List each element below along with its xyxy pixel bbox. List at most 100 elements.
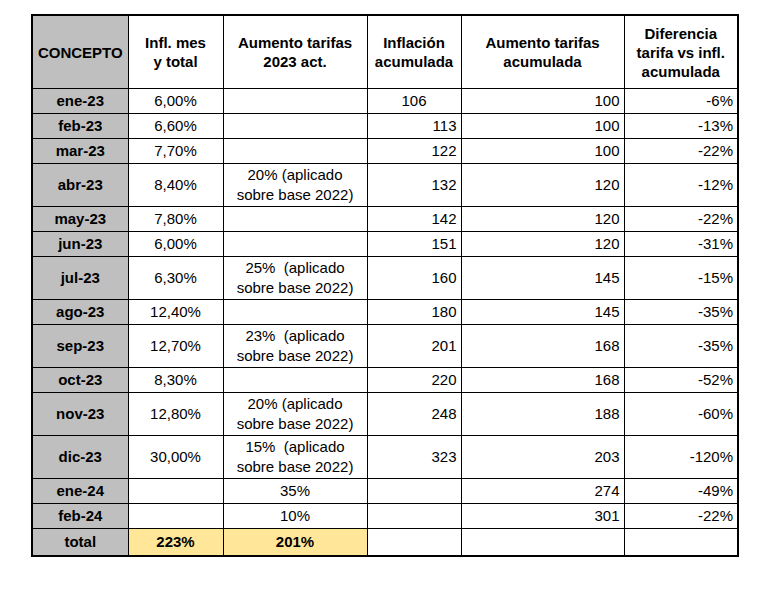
cell-diferencia-tarifa-vs-inflacion: -15% bbox=[624, 257, 738, 300]
cell-aumento-tarifas-acumulada: 120 bbox=[461, 164, 624, 207]
header-row: CONCEPTOInfl. mes y totalAumento tarifas… bbox=[32, 15, 738, 89]
cell-aumento-tarifas-2023 bbox=[223, 139, 367, 164]
cell-concepto: nov-23 bbox=[32, 393, 128, 436]
cell-inflacion-acumulada bbox=[367, 504, 461, 529]
cell-inflacion-acumulada bbox=[367, 479, 461, 504]
cell-diferencia-tarifa-vs-inflacion: -35% bbox=[624, 300, 738, 325]
cell-concepto: mar-23 bbox=[32, 139, 128, 164]
cell-inflacion-acumulada: 248 bbox=[367, 393, 461, 436]
cell-aumento-tarifas-2023: 20% (aplicado sobre base 2022) bbox=[223, 164, 367, 207]
column-header-inflacion-acumulada: Inflación acumulada bbox=[367, 15, 461, 89]
cell-aumento-tarifas-acumulada: 274 bbox=[461, 479, 624, 504]
total-row: total223%201% bbox=[32, 529, 738, 557]
cell-diferencia-tarifa-vs-inflacion: -35% bbox=[624, 325, 738, 368]
column-header-concepto: CONCEPTO bbox=[32, 15, 128, 89]
cell-concepto: ago-23 bbox=[32, 300, 128, 325]
cell-diferencia-tarifa-vs-inflacion: -22% bbox=[624, 207, 738, 232]
cell-aumento-tarifas-acumulada: 120 bbox=[461, 207, 624, 232]
cell-concepto: may-23 bbox=[32, 207, 128, 232]
cell-infl-mes-y-total: 223% bbox=[128, 529, 223, 557]
spreadsheet-page: CONCEPTOInfl. mes y totalAumento tarifas… bbox=[0, 0, 762, 602]
cell-infl-mes-y-total: 6,00% bbox=[128, 89, 223, 114]
cell-aumento-tarifas-acumulada: 120 bbox=[461, 232, 624, 257]
cell-diferencia-tarifa-vs-inflacion bbox=[624, 529, 738, 557]
cell-infl-mes-y-total: 7,70% bbox=[128, 139, 223, 164]
cell-inflacion-acumulada bbox=[367, 529, 461, 557]
cell-concepto: dic-23 bbox=[32, 436, 128, 479]
table-row-dic-23: dic-2330,00%15% (aplicado sobre base 202… bbox=[32, 436, 738, 479]
cell-inflacion-acumulada: 122 bbox=[367, 139, 461, 164]
table-row-may-23: may-237,80%142120-22% bbox=[32, 207, 738, 232]
table-body: ene-236,00% 106100-6%feb-236,60% 113100-13… bbox=[32, 89, 738, 557]
cell-aumento-tarifas-acumulada: 301 bbox=[461, 504, 624, 529]
cell-aumento-tarifas-acumulada bbox=[461, 529, 624, 557]
cell-aumento-tarifas-2023: 20% (aplicado sobre base 2022) bbox=[223, 393, 367, 436]
cell-aumento-tarifas-2023 bbox=[223, 300, 367, 325]
cell-diferencia-tarifa-vs-inflacion: -52% bbox=[624, 368, 738, 393]
cell-aumento-tarifas-2023 bbox=[223, 114, 367, 139]
cell-concepto: feb-24 bbox=[32, 504, 128, 529]
table-row-oct-23: oct-238,30% 220168-52% bbox=[32, 368, 738, 393]
cell-aumento-tarifas-acumulada: 168 bbox=[461, 368, 624, 393]
cell-concepto: jun-23 bbox=[32, 232, 128, 257]
cell-aumento-tarifas-acumulada: 100 bbox=[461, 114, 624, 139]
cell-aumento-tarifas-2023: 15% (aplicado sobre base 2022) bbox=[223, 436, 367, 479]
cell-inflacion-acumulada: 323 bbox=[367, 436, 461, 479]
cell-diferencia-tarifa-vs-inflacion: -49% bbox=[624, 479, 738, 504]
tariff-vs-inflation-table: CONCEPTOInfl. mes y totalAumento tarifas… bbox=[31, 14, 739, 557]
cell-inflacion-acumulada: 220 bbox=[367, 368, 461, 393]
cell-aumento-tarifas-2023: 201% bbox=[223, 529, 367, 557]
table-row-sep-23: sep-2312,70%23% (aplicado sobre base 202… bbox=[32, 325, 738, 368]
cell-concepto: oct-23 bbox=[32, 368, 128, 393]
cell-inflacion-acumulada: 201 bbox=[367, 325, 461, 368]
cell-diferencia-tarifa-vs-inflacion: -13% bbox=[624, 114, 738, 139]
cell-infl-mes-y-total bbox=[128, 504, 223, 529]
cell-aumento-tarifas-acumulada: 145 bbox=[461, 257, 624, 300]
cell-aumento-tarifas-2023 bbox=[223, 89, 367, 114]
table-row-feb-23: feb-236,60% 113100-13% bbox=[32, 114, 738, 139]
column-header-aumento-tarifas-2023: Aumento tarifas 2023 act. bbox=[223, 15, 367, 89]
cell-concepto: ene-24 bbox=[32, 479, 128, 504]
cell-infl-mes-y-total bbox=[128, 479, 223, 504]
cell-infl-mes-y-total: 6,60% bbox=[128, 114, 223, 139]
table-header: CONCEPTOInfl. mes y totalAumento tarifas… bbox=[32, 15, 738, 89]
cell-aumento-tarifas-acumulada: 145 bbox=[461, 300, 624, 325]
cell-diferencia-tarifa-vs-inflacion: -31% bbox=[624, 232, 738, 257]
cell-aumento-tarifas-2023: 23% (aplicado sobre base 2022) bbox=[223, 325, 367, 368]
cell-inflacion-acumulada: 180 bbox=[367, 300, 461, 325]
cell-infl-mes-y-total: 8,30% bbox=[128, 368, 223, 393]
cell-infl-mes-y-total: 7,80% bbox=[128, 207, 223, 232]
cell-concepto: total bbox=[32, 529, 128, 557]
table-row-abr-23: abr-238,40%20% (aplicado sobre base 2022… bbox=[32, 164, 738, 207]
cell-aumento-tarifas-2023: 25% (aplicado sobre base 2022) bbox=[223, 257, 367, 300]
cell-aumento-tarifas-2023: 35% bbox=[223, 479, 367, 504]
cell-concepto: ene-23 bbox=[32, 89, 128, 114]
cell-diferencia-tarifa-vs-inflacion: -22% bbox=[624, 139, 738, 164]
cell-diferencia-tarifa-vs-inflacion: -22% bbox=[624, 504, 738, 529]
cell-inflacion-acumulada: 113 bbox=[367, 114, 461, 139]
table-row-ago-23: ago-2312,40%180145-35% bbox=[32, 300, 738, 325]
cell-concepto: sep-23 bbox=[32, 325, 128, 368]
cell-diferencia-tarifa-vs-inflacion: -6% bbox=[624, 89, 738, 114]
cell-concepto: feb-23 bbox=[32, 114, 128, 139]
cell-diferencia-tarifa-vs-inflacion: -60% bbox=[624, 393, 738, 436]
column-header-infl-mes-y-total: Infl. mes y total bbox=[128, 15, 223, 89]
cell-infl-mes-y-total: 8,40% bbox=[128, 164, 223, 207]
table-row-ene-24: ene-24 35% 274-49% bbox=[32, 479, 738, 504]
cell-diferencia-tarifa-vs-inflacion: -12% bbox=[624, 164, 738, 207]
table-row-feb-24: feb-2410%301-22% bbox=[32, 504, 738, 529]
table-row-jul-23: jul-236,30%25% (aplicado sobre base 2022… bbox=[32, 257, 738, 300]
cell-concepto: jul-23 bbox=[32, 257, 128, 300]
table-row-mar-23: mar-237,70%122100-22% bbox=[32, 139, 738, 164]
cell-infl-mes-y-total: 30,00% bbox=[128, 436, 223, 479]
cell-inflacion-acumulada: 106 bbox=[367, 89, 461, 114]
cell-inflacion-acumulada: 151 bbox=[367, 232, 461, 257]
cell-infl-mes-y-total: 12,70% bbox=[128, 325, 223, 368]
cell-aumento-tarifas-2023 bbox=[223, 232, 367, 257]
column-header-aumento-tarifas-acumulada: Aumento tarifas acumulada bbox=[461, 15, 624, 89]
cell-aumento-tarifas-2023 bbox=[223, 368, 367, 393]
cell-concepto: abr-23 bbox=[32, 164, 128, 207]
table-row-nov-23: nov-2312,80%20% (aplicado sobre base 202… bbox=[32, 393, 738, 436]
cell-aumento-tarifas-acumulada: 168 bbox=[461, 325, 624, 368]
table-row-jun-23: jun-236,00%151120-31% bbox=[32, 232, 738, 257]
